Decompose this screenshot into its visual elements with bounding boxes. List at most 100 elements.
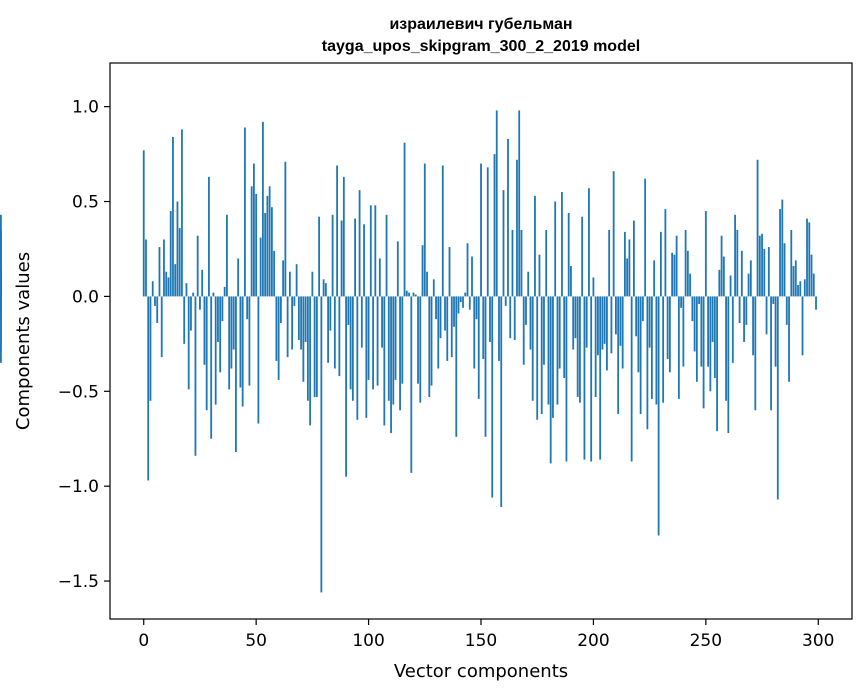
bar xyxy=(531,296,534,401)
bar xyxy=(606,296,608,371)
bar xyxy=(358,190,361,297)
bar xyxy=(399,296,401,411)
bar xyxy=(601,296,604,350)
bar xyxy=(457,296,460,314)
bar xyxy=(529,296,532,350)
bar xyxy=(293,296,296,306)
x-tick-label: 100 xyxy=(352,631,384,651)
bar xyxy=(262,121,264,297)
bar xyxy=(435,296,437,320)
bar xyxy=(214,296,217,405)
bar xyxy=(689,273,692,297)
bar xyxy=(635,296,638,337)
bar xyxy=(680,296,683,308)
bar xyxy=(279,296,282,323)
bar xyxy=(682,296,685,367)
bar xyxy=(396,241,399,297)
bar xyxy=(772,296,775,304)
chart-title-line1: израилевич губельман xyxy=(389,16,572,33)
bar xyxy=(450,296,453,358)
bar xyxy=(576,296,579,397)
bar xyxy=(482,296,485,360)
bar xyxy=(194,296,197,456)
bar xyxy=(740,250,743,297)
bar xyxy=(599,296,602,460)
bar xyxy=(722,256,725,297)
bar xyxy=(646,296,649,430)
bar xyxy=(668,296,671,373)
bar xyxy=(666,296,669,360)
bar xyxy=(522,296,525,365)
bar xyxy=(284,161,287,297)
bar xyxy=(716,296,718,432)
bar xyxy=(525,296,527,325)
bar xyxy=(633,220,635,297)
bar xyxy=(785,296,788,325)
bar xyxy=(347,296,350,325)
bar xyxy=(331,214,334,297)
bar xyxy=(459,296,462,303)
bar xyxy=(158,247,161,297)
bar xyxy=(282,260,285,297)
bar xyxy=(145,239,147,297)
bar xyxy=(430,296,433,386)
bar xyxy=(713,296,716,379)
bar xyxy=(235,296,237,453)
bar xyxy=(776,296,779,500)
bar xyxy=(412,292,415,297)
bar xyxy=(745,296,748,325)
bar xyxy=(205,296,208,411)
bar xyxy=(567,212,570,297)
bar xyxy=(172,137,174,297)
bar xyxy=(226,214,228,297)
bar xyxy=(201,269,204,297)
y-tick-label: −1.5 xyxy=(58,572,99,592)
bar xyxy=(329,296,332,331)
x-tick-label: 50 xyxy=(245,631,267,651)
bar xyxy=(392,296,395,405)
bar xyxy=(498,296,500,361)
bar xyxy=(414,294,417,297)
bar xyxy=(637,296,640,373)
bar xyxy=(471,256,473,297)
bar xyxy=(365,296,368,418)
bar xyxy=(268,186,271,297)
bar xyxy=(327,296,329,363)
bar xyxy=(527,271,530,297)
bar xyxy=(394,296,397,380)
bar xyxy=(545,229,548,297)
bar xyxy=(385,214,388,297)
bar xyxy=(381,296,383,348)
bar xyxy=(608,229,611,297)
bar xyxy=(794,260,797,297)
bar xyxy=(151,281,154,297)
bar xyxy=(621,296,624,369)
bar xyxy=(648,296,651,348)
bar xyxy=(181,129,183,297)
bar xyxy=(725,296,727,401)
bar xyxy=(390,296,392,434)
bar xyxy=(322,279,325,297)
bar xyxy=(286,296,289,358)
bar xyxy=(367,296,370,380)
bar xyxy=(540,296,543,415)
bar xyxy=(0,267,2,297)
bar xyxy=(169,211,172,297)
bar xyxy=(324,283,327,297)
bar xyxy=(455,296,458,437)
bar xyxy=(248,296,251,386)
bar xyxy=(518,110,521,297)
bar xyxy=(738,296,741,323)
bar xyxy=(484,296,487,437)
bar xyxy=(779,209,781,297)
bar xyxy=(556,296,559,405)
y-tick-label: 0.5 xyxy=(72,193,99,213)
bar xyxy=(448,247,451,297)
bar xyxy=(266,195,269,297)
bar xyxy=(799,281,802,297)
x-tick-label: 250 xyxy=(690,631,722,651)
x-tick-label: 0 xyxy=(138,631,149,651)
bar xyxy=(511,229,514,297)
bar xyxy=(288,271,291,297)
bar xyxy=(770,296,772,411)
